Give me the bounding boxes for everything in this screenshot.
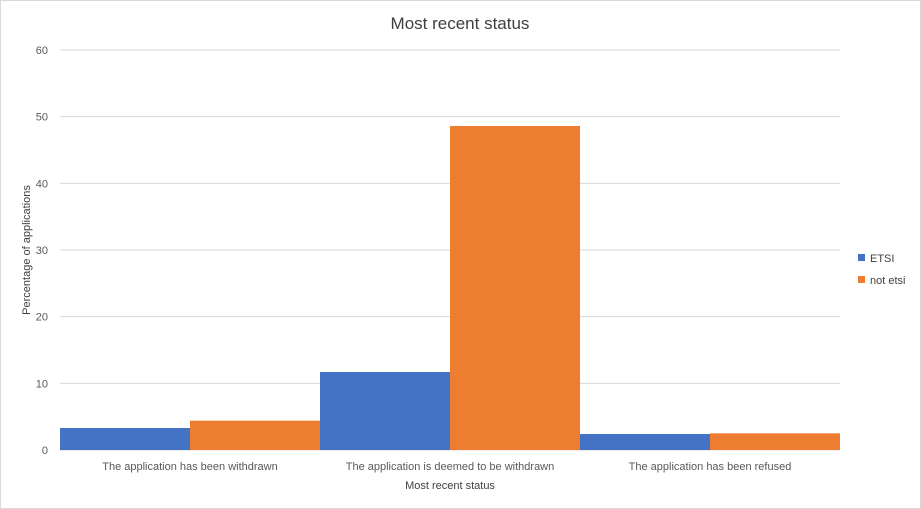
bar-not-etsi bbox=[710, 433, 840, 450]
bar-not-etsi bbox=[450, 126, 580, 450]
x-tick-label: The application has been refused bbox=[629, 461, 792, 473]
legend-swatch bbox=[858, 276, 865, 283]
y-tick-label: 40 bbox=[36, 178, 48, 190]
legend-label: ETSI bbox=[870, 253, 894, 265]
legend-label: not etsi bbox=[870, 275, 905, 287]
y-tick-label: 20 bbox=[36, 312, 48, 324]
x-axis-ticks: The application has been withdrawn The ap… bbox=[102, 461, 791, 473]
bar-etsi bbox=[60, 428, 190, 450]
x-tick-label: The application has been withdrawn bbox=[102, 461, 278, 473]
chart-title: Most recent status bbox=[391, 14, 530, 33]
x-axis-label: Most recent status bbox=[405, 480, 495, 492]
y-tick-label: 30 bbox=[36, 245, 48, 257]
y-tick-label: 50 bbox=[36, 112, 48, 124]
bar-etsi bbox=[580, 434, 710, 450]
y-tick-label: 0 bbox=[42, 445, 48, 457]
y-axis-label: Percentage of applications bbox=[21, 185, 33, 315]
bar-etsi bbox=[320, 372, 450, 450]
y-axis-ticks: 0 10 20 30 40 50 60 bbox=[36, 45, 48, 457]
legend: ETSI not etsi bbox=[858, 253, 905, 287]
legend-swatch bbox=[858, 254, 865, 261]
bars bbox=[60, 126, 840, 450]
bar-not-etsi bbox=[190, 420, 320, 450]
y-tick-label: 10 bbox=[36, 378, 48, 390]
x-tick-label: The application is deemed to be withdraw… bbox=[346, 461, 555, 473]
y-tick-label: 60 bbox=[36, 45, 48, 57]
